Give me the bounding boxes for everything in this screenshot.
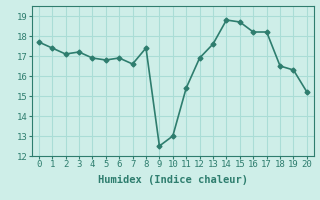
X-axis label: Humidex (Indice chaleur): Humidex (Indice chaleur) bbox=[98, 175, 248, 185]
